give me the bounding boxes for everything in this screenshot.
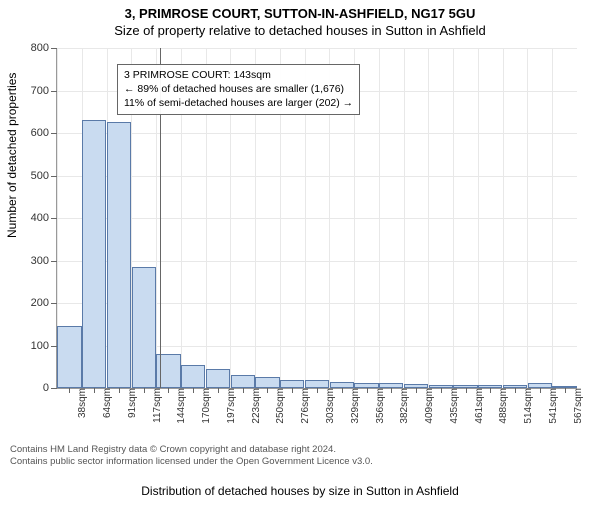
grid-line-v (503, 48, 504, 388)
chart-container: Number of detached properties 0100200300… (0, 38, 600, 438)
grid-line-v (404, 48, 405, 388)
grid-line-h (57, 218, 577, 219)
histogram-bar (181, 365, 205, 388)
grid-line-v (453, 48, 454, 388)
x-tick-label: 276sqm (296, 388, 311, 424)
x-tick-label: 250sqm (271, 388, 286, 424)
grid-line-v (527, 48, 528, 388)
x-tick-label: 435sqm (445, 388, 460, 424)
annotation-box: 3 PRIMROSE COURT: 143sqm ← 89% of detach… (117, 64, 360, 115)
grid-line-h (57, 176, 577, 177)
x-tick (565, 388, 566, 393)
x-tick (416, 388, 417, 393)
y-tick-label: 300 (31, 255, 57, 267)
x-tick-label: 409sqm (420, 388, 435, 424)
histogram-bar (206, 369, 230, 388)
y-tick-label: 500 (31, 170, 57, 182)
histogram-bar (255, 377, 279, 388)
x-tick (94, 388, 95, 393)
y-tick-label: 700 (31, 85, 57, 97)
y-axis-title: Number of detached properties (5, 73, 19, 238)
x-tick (69, 388, 70, 393)
x-tick-label: 514sqm (519, 388, 534, 424)
annotation-line-1: 3 PRIMROSE COURT: 143sqm (124, 68, 353, 82)
y-tick-label: 200 (31, 297, 57, 309)
grid-line-v (478, 48, 479, 388)
x-tick (193, 388, 194, 393)
x-tick (292, 388, 293, 393)
plot-area: 010020030040050060070080038sqm64sqm91sqm… (56, 48, 577, 389)
x-tick (267, 388, 268, 393)
annotation-line-2: ← 89% of detached houses are smaller (1,… (124, 82, 353, 96)
x-tick (243, 388, 244, 393)
x-tick (317, 388, 318, 393)
x-tick (391, 388, 392, 393)
grid-line-h (57, 261, 577, 262)
x-tick-label: 303sqm (321, 388, 336, 424)
copyright-block: Contains HM Land Registry data © Crown c… (0, 438, 600, 469)
x-tick (119, 388, 120, 393)
x-axis-title: Distribution of detached houses by size … (0, 484, 600, 498)
x-tick (515, 388, 516, 393)
x-tick-label: 170sqm (197, 388, 212, 424)
x-tick-label: 488sqm (494, 388, 509, 424)
grid-line-v (552, 48, 553, 388)
histogram-bar (107, 122, 131, 388)
y-tick-label: 600 (31, 127, 57, 139)
copyright-line-1: Contains HM Land Registry data © Crown c… (10, 444, 590, 456)
histogram-bar (280, 380, 304, 389)
y-tick-label: 800 (31, 42, 57, 54)
x-tick-label: 329sqm (346, 388, 361, 424)
x-tick-label: 382sqm (395, 388, 410, 424)
grid-line-h (57, 133, 577, 134)
x-tick (367, 388, 368, 393)
histogram-bar (82, 120, 106, 388)
x-tick-label: 461sqm (470, 388, 485, 424)
histogram-bar (57, 326, 81, 388)
x-tick-label: 64sqm (98, 388, 113, 418)
x-tick-label: 117sqm (148, 388, 163, 423)
grid-line-h (57, 48, 577, 49)
x-tick (168, 388, 169, 393)
x-tick-label: 567sqm (569, 388, 584, 424)
histogram-bar (132, 267, 156, 388)
grid-line-v (428, 48, 429, 388)
x-tick-label: 38sqm (73, 388, 88, 418)
chart-title-sub: Size of property relative to detached ho… (0, 23, 600, 38)
y-tick-label: 100 (31, 340, 57, 352)
histogram-bar (305, 380, 329, 388)
x-tick (490, 388, 491, 393)
x-tick-label: 541sqm (544, 388, 559, 424)
chart-title-main: 3, PRIMROSE COURT, SUTTON-IN-ASHFIELD, N… (0, 6, 600, 21)
x-tick (144, 388, 145, 393)
x-tick (540, 388, 541, 393)
x-tick (466, 388, 467, 393)
copyright-line-2: Contains public sector information licen… (10, 456, 590, 468)
x-tick-label: 197sqm (222, 388, 237, 424)
x-tick (342, 388, 343, 393)
histogram-bar (231, 375, 255, 388)
x-tick (441, 388, 442, 393)
annotation-line-3: 11% of semi-detached houses are larger (… (124, 96, 353, 110)
x-tick-label: 356sqm (371, 388, 386, 424)
x-tick (218, 388, 219, 393)
y-tick-label: 0 (43, 382, 57, 394)
x-tick-label: 91sqm (123, 388, 138, 418)
y-tick-label: 400 (31, 212, 57, 224)
grid-line-v (379, 48, 380, 388)
x-tick-label: 144sqm (172, 388, 187, 424)
x-tick-label: 223sqm (247, 388, 262, 424)
